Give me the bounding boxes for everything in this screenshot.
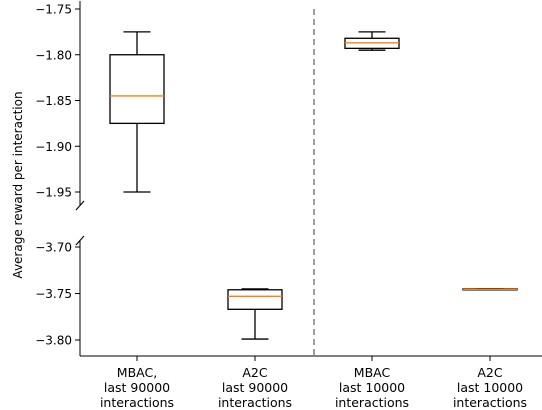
y-tick-bottom-2-label: −3.80	[35, 334, 72, 348]
axis-break-marker-bottom	[75, 235, 85, 246]
box-1	[227, 288, 283, 340]
box-0-iqr-rect	[109, 54, 165, 125]
y-tick-bottom-1-label: −3.75	[35, 287, 72, 301]
y-tick-top-0-label: −1.75	[35, 3, 72, 17]
y-ticks-layer: −1.75 −1.80 −1.85 −1.90 −1.95 −3.70 −3.75 −3.80	[35, 3, 80, 348]
category-label-1: A2C last 90000 interactions	[218, 365, 292, 410]
category-labels-layer: MBAC, last 90000 interactions A2C last 90000…	[100, 356, 527, 410]
boxes-layer	[109, 31, 518, 340]
box-3	[462, 288, 518, 291]
y-tick-top-4-label: −1.95	[35, 186, 72, 200]
category-label-0: MBAC, last 90000 interactions	[100, 365, 174, 410]
axes-layer	[75, 1, 542, 357]
box-2	[344, 31, 400, 51]
y-tick-top-3-label: −1.90	[35, 140, 72, 154]
box-1-iqr-rect	[227, 289, 283, 310]
y-axis-label: Average reward per interaction	[11, 91, 25, 278]
category-label-2: MBAC last 10000 interactions	[335, 365, 409, 410]
y-tick-top-2-label: −1.85	[35, 94, 72, 108]
category-label-3: A2C last 10000 interactions	[453, 365, 527, 410]
y-tick-top-1-label: −1.80	[35, 48, 72, 62]
box-0	[109, 31, 165, 193]
y-tick-bottom-0-label: −3.70	[35, 241, 72, 255]
axis-break-marker-top	[75, 200, 85, 211]
